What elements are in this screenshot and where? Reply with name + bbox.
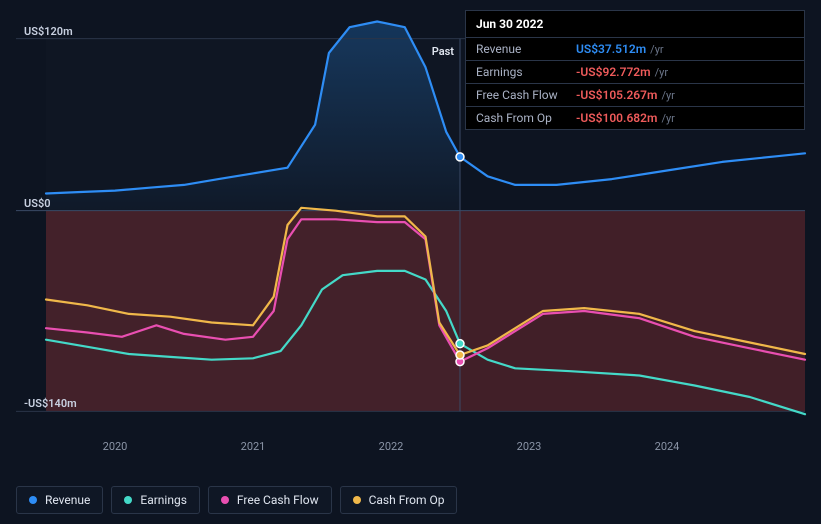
tooltip-row: Free Cash Flow-US$105.267m/yr <box>466 84 804 107</box>
tooltip-metric-unit: /yr <box>661 112 674 125</box>
y-tick-label: -US$140m <box>24 397 77 410</box>
legend-dot-icon <box>221 496 229 504</box>
tooltip-metric-value: -US$92.772m <box>576 65 655 79</box>
tooltip-metric-label: Revenue <box>476 42 576 56</box>
tooltip-metric-label: Earnings <box>476 65 576 79</box>
financials-chart: Past Analysts Forecasts US$120mUS$0-US$1… <box>0 0 821 524</box>
x-tick-label: 2021 <box>241 440 266 453</box>
legend-item-label: Earnings <box>140 493 187 507</box>
legend-item-cfo[interactable]: Cash From Op <box>340 486 458 514</box>
chart-tooltip: Jun 30 2022 RevenueUS$37.512m/yrEarnings… <box>465 10 805 130</box>
tooltip-metric-unit: /yr <box>655 66 668 79</box>
x-axis: 2020 2021 2022 2023 2024 <box>16 440 805 460</box>
y-tick-label: US$120m <box>24 25 73 38</box>
past-section-label: Past <box>432 45 454 58</box>
legend-item-earnings[interactable]: Earnings <box>111 486 200 514</box>
legend-item-revenue[interactable]: Revenue <box>16 486 103 514</box>
tooltip-metric-label: Free Cash Flow <box>476 88 576 102</box>
tooltip-metric-value: -US$105.267m <box>576 88 661 102</box>
tooltip-metric-value: US$37.512m <box>576 42 650 56</box>
legend-item-label: Revenue <box>45 493 90 507</box>
tooltip-row: Cash From Op-US$100.682m/yr <box>466 107 804 129</box>
legend-dot-icon <box>29 496 37 504</box>
x-tick-label: 2020 <box>103 440 128 453</box>
legend: Revenue Earnings Free Cash Flow Cash From O… <box>16 486 457 514</box>
y-tick-label: US$0 <box>24 197 51 210</box>
tooltip-metric-unit: /yr <box>661 89 674 102</box>
tooltip-title: Jun 30 2022 <box>466 11 804 38</box>
tooltip-metric-label: Cash From Op <box>476 111 576 125</box>
tooltip-row: Earnings-US$92.772m/yr <box>466 61 804 84</box>
legend-item-fcf[interactable]: Free Cash Flow <box>208 486 332 514</box>
tooltip-row: RevenueUS$37.512m/yr <box>466 38 804 61</box>
x-tick-label: 2022 <box>379 440 404 453</box>
legend-dot-icon <box>353 496 361 504</box>
x-tick-label: 2024 <box>655 440 680 453</box>
legend-item-label: Free Cash Flow <box>237 493 319 507</box>
x-tick-label: 2023 <box>517 440 542 453</box>
legend-item-label: Cash From Op <box>369 493 445 507</box>
tooltip-metric-value: -US$100.682m <box>576 111 661 125</box>
tooltip-metric-unit: /yr <box>650 43 663 56</box>
legend-dot-icon <box>124 496 132 504</box>
